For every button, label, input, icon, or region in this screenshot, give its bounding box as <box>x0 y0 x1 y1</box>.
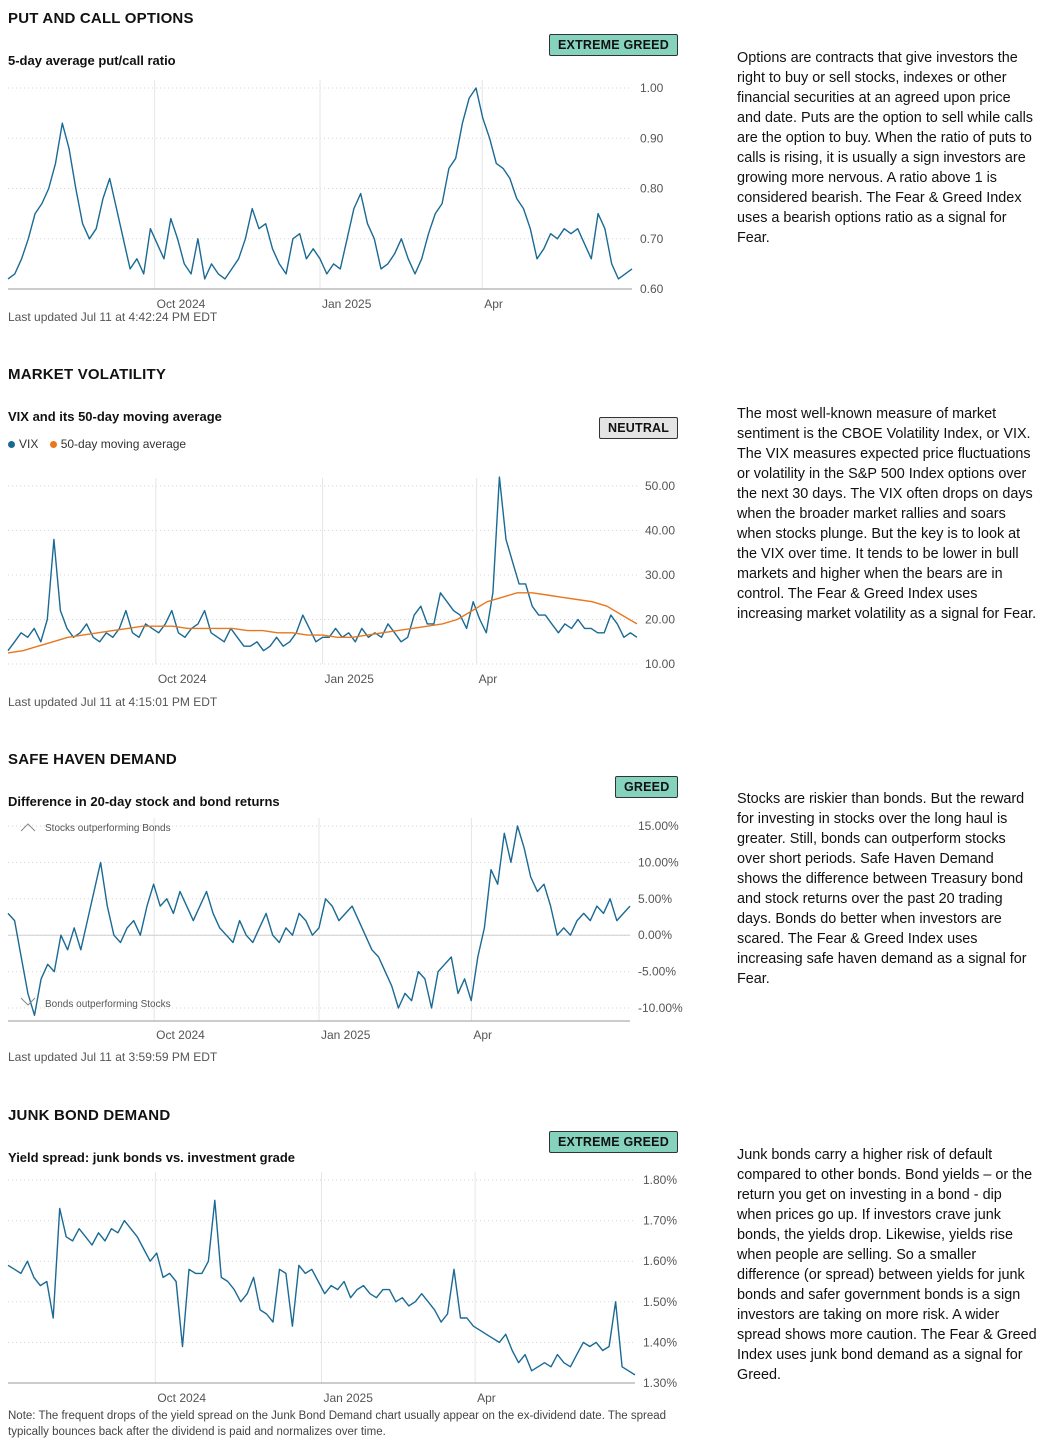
y-tick-label: 0.80 <box>640 182 664 196</box>
chart-note: Note: The frequent drops of the yield sp… <box>8 1410 667 1438</box>
safe-haven-section: SAFE HAVEN DEMAND Difference in 20-day s… <box>0 751 1046 1081</box>
chevron-up-icon <box>20 823 36 832</box>
y-tick-label: -5.00% <box>638 965 676 979</box>
x-tick-label: Apr <box>479 672 498 686</box>
annotation-stocks-outperforming: Stocks outperforming Bonds <box>45 823 171 834</box>
y-tick-label: 10.00 <box>645 657 675 671</box>
section-description: Options are contracts that give investor… <box>737 50 1033 246</box>
section-title: JUNK BOND DEMAND <box>8 1107 171 1124</box>
junk-bond-chart: 1.80% 1.70% 1.60% 1.50% 1.40% 1.30% Oct 2024 Ja… <box>7 1172 677 1405</box>
legend-vix: VIX <box>8 437 38 451</box>
chevron-down-icon <box>20 997 36 1006</box>
put-call-chart: 1.00 0.90 0.80 0.70 0.60 Oct 2024 Jan 2025 Apr <box>7 80 664 311</box>
y-tick-label: 10.00% <box>638 855 679 869</box>
y-tick-label: 1.80% <box>643 1173 677 1187</box>
y-tick-label: 0.00% <box>638 928 672 942</box>
vix-dot-icon <box>8 441 15 449</box>
section-description: Junk bonds carry a higher risk of defaul… <box>737 1147 1037 1383</box>
last-updated: Last updated Jul 11 at 4:42:24 PM EDT <box>8 310 218 324</box>
y-tick-label: 5.00% <box>638 892 672 906</box>
series-line <box>7 825 631 1017</box>
put-call-section: PUT AND CALL OPTIONS 5-day average put/c… <box>0 10 1046 340</box>
x-tick-label: Jan 2025 <box>321 1028 371 1042</box>
y-tick-label: 1.00 <box>640 81 664 95</box>
x-tick-label: Apr <box>484 297 503 311</box>
junk-bond-section: JUNK BOND DEMAND Yield spread: junk bond… <box>0 1107 1046 1448</box>
annotation-bonds-outperforming: Bonds outperforming Stocks <box>45 999 171 1010</box>
chart-title: VIX and its 50-day moving average <box>8 409 222 424</box>
y-tick-label: 15.00% <box>638 819 679 833</box>
legend-moving-average: 50-day moving average <box>49 437 186 451</box>
status-badge: EXTREME GREED <box>549 34 678 56</box>
y-tick-label: 1.40% <box>643 1335 677 1349</box>
y-tick-label: -10.00% <box>638 1001 683 1015</box>
section-description: Stocks are riskier than bonds. But the r… <box>737 791 1027 987</box>
y-tick-label: 0.90 <box>640 131 664 145</box>
series-line <box>7 1199 636 1376</box>
y-tick-label: 1.30% <box>643 1376 677 1390</box>
section-title: MARKET VOLATILITY <box>8 366 167 383</box>
status-badge: EXTREME GREED <box>549 1131 678 1153</box>
y-tick-label: 1.60% <box>643 1254 677 1268</box>
y-tick-label: 1.50% <box>643 1295 677 1309</box>
y-tick-label: 0.60 <box>640 282 664 296</box>
x-tick-label: Oct 2024 <box>158 672 207 686</box>
x-tick-label: Jan 2025 <box>324 1391 374 1405</box>
y-tick-label: 30.00 <box>645 568 675 582</box>
y-tick-label: 20.00 <box>645 613 675 627</box>
moving-average-dot-icon <box>49 441 57 449</box>
moving-average-line <box>7 592 638 654</box>
y-tick-label: 1.70% <box>643 1214 677 1228</box>
y-tick-label: 40.00 <box>645 524 675 538</box>
vix-chart: 50.00 40.00 30.00 20.00 10.00 Oct 2024 Jan 202… <box>7 476 675 686</box>
chart-title: Yield spread: junk bonds vs. investment … <box>8 1150 296 1165</box>
series-line <box>7 476 638 652</box>
x-tick-label: Apr <box>477 1391 496 1405</box>
last-updated: Last updated Jul 11 at 4:15:01 PM EDT <box>8 695 218 709</box>
safe-haven-chart: 15.00% 10.00% 5.00% 0.00% -5.00% -10.00% Oct 2… <box>7 818 683 1042</box>
section-title: PUT AND CALL OPTIONS <box>8 10 194 27</box>
section-description: The most well-known measure of market se… <box>737 406 1037 622</box>
x-tick-label: Jan 2025 <box>325 672 375 686</box>
x-tick-label: Oct 2024 <box>156 1028 205 1042</box>
chart-title: 5-day average put/call ratio <box>8 53 176 68</box>
status-badge: NEUTRAL <box>599 417 679 439</box>
last-updated: Last updated Jul 11 at 3:59:59 PM EDT <box>8 1050 218 1064</box>
x-tick-label: Oct 2024 <box>157 297 206 311</box>
market-volatility-section: MARKET VOLATILITY VIX and its 50-day mov… <box>0 366 1046 716</box>
section-title: SAFE HAVEN DEMAND <box>8 751 177 768</box>
x-tick-label: Jan 2025 <box>322 297 372 311</box>
series-line <box>7 87 633 280</box>
x-tick-label: Oct 2024 <box>157 1391 206 1405</box>
chart-legend: VIX 50-day moving average <box>8 437 194 451</box>
y-tick-label: 50.00 <box>645 479 675 493</box>
x-tick-label: Apr <box>473 1028 492 1042</box>
status-badge: GREED <box>615 776 679 798</box>
chart-title: Difference in 20-day stock and bond retu… <box>8 794 280 809</box>
y-tick-label: 0.70 <box>640 232 664 246</box>
